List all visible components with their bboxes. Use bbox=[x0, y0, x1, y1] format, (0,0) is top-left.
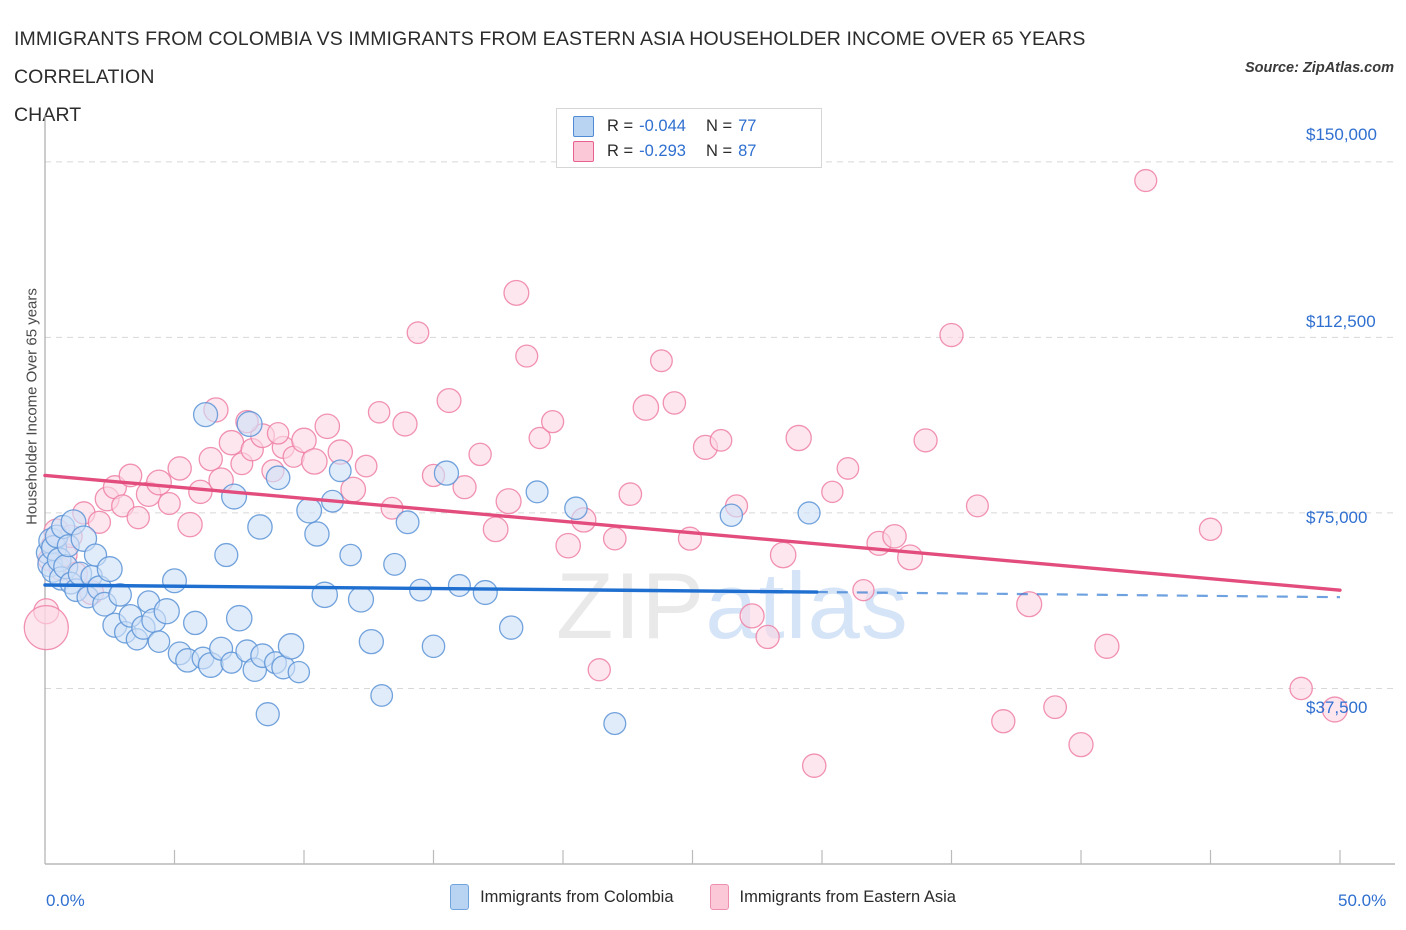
stats-row-eastern-asia: R = -0.293 N = 87 bbox=[557, 139, 821, 164]
stats-row-colombia: R = -0.044 N = 77 bbox=[557, 114, 821, 139]
scatter-plot-svg bbox=[23, 115, 1395, 865]
legend-label-colombia: Immigrants from Colombia bbox=[480, 887, 674, 906]
stats-n-label-blue: N = bbox=[705, 117, 733, 135]
y-tick-label-112500: $112,500 bbox=[1306, 312, 1376, 331]
stats-swatch-pink-icon bbox=[573, 141, 594, 162]
x-axis-ticks bbox=[44, 850, 1341, 864]
legend-swatch-pink-icon bbox=[709, 884, 729, 910]
x-axis-min-label: 0.0% bbox=[46, 891, 85, 910]
axis-lines bbox=[44, 115, 1395, 865]
scatter-points-colombia bbox=[35, 401, 821, 736]
chart-plot-area: ZIPatlas bbox=[0, 104, 1406, 874]
y-tick-label-75000: $75,000 bbox=[1306, 508, 1368, 527]
scatter-points-eastern-asia bbox=[23, 168, 1348, 778]
source-label: Source: ZipAtlas.com bbox=[1244, 60, 1394, 76]
stats-r-label-blue: R = bbox=[607, 117, 634, 135]
stats-n-value-pink: 87 bbox=[738, 142, 757, 160]
stats-r-value-pink: -0.293 bbox=[639, 142, 686, 160]
chart-header: IMMIGRANTS FROM COLOMBIA VS IMMIGRANTS F… bbox=[0, 0, 1406, 126]
correlation-stats-box: R = -0.044 N = 77 R = -0.293 N = 87 bbox=[556, 108, 822, 168]
trendline-colombia bbox=[43, 583, 1341, 599]
trendline-eastern-asia bbox=[43, 473, 1342, 592]
legend-label-eastern-asia: Immigrants from Eastern Asia bbox=[739, 887, 956, 906]
y-axis-title: Householder Income Over 65 years bbox=[23, 288, 41, 525]
y-tick-label-37500: $37,500 bbox=[1306, 698, 1368, 717]
stats-n-label-pink: N = bbox=[705, 142, 733, 160]
y-tick-label-150000: $150,000 bbox=[1306, 125, 1377, 144]
legend-swatch-blue-icon bbox=[450, 884, 470, 910]
legend-item-eastern-asia[interactable]: Immigrants from Eastern Asia bbox=[709, 884, 956, 910]
legend-item-colombia[interactable]: Immigrants from Colombia bbox=[450, 884, 674, 910]
page-title: IMMIGRANTS FROM COLOMBIA VS IMMIGRANTS F… bbox=[14, 28, 1086, 126]
stats-n-value-blue: 77 bbox=[738, 117, 757, 135]
x-axis-max-label: 50.0% bbox=[1338, 891, 1387, 910]
stats-r-label-pink: R = bbox=[607, 142, 634, 160]
series-legend: Immigrants from Colombia Immigrants from… bbox=[0, 884, 1406, 910]
stats-r-value-blue: -0.044 bbox=[639, 117, 686, 135]
stats-swatch-blue-icon bbox=[573, 116, 594, 137]
